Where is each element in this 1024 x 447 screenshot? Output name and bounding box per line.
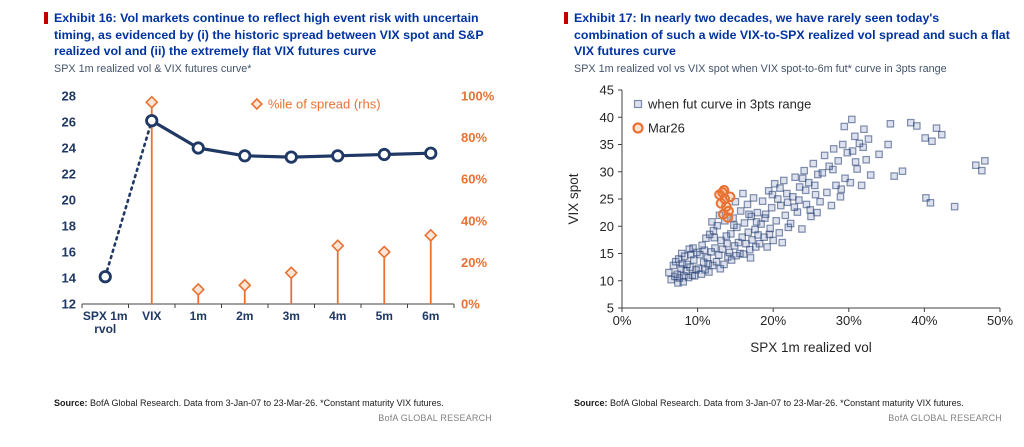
svg-text:12: 12 — [62, 296, 76, 311]
source-label: Source: — [54, 398, 88, 408]
bofa-brand-right: BofA GLOBAL RESEARCH — [888, 413, 1002, 423]
svg-text:rvol: rvol — [94, 322, 116, 336]
vix-spot-scatter-chart: 5 10 15 20 25 30 35 40 45 0% 10% 20% 30% 40% 50% when f… — [566, 82, 1013, 355]
svg-text:40%: 40% — [461, 213, 487, 228]
svg-text:VIX: VIX — [142, 309, 161, 323]
exhibit-17-title: Exhibit 17: In nearly two decades, we ha… — [574, 11, 1010, 58]
svg-text:Mar26: Mar26 — [648, 120, 685, 135]
svg-text:SPX 1m realized vol: SPX 1m realized vol — [750, 340, 872, 355]
svg-text:40%: 40% — [911, 313, 937, 328]
svg-text:14: 14 — [62, 270, 77, 285]
svg-text:45: 45 — [600, 82, 614, 97]
svg-text:when fut curve in 3pts range: when fut curve in 3pts range — [647, 96, 811, 111]
svg-text:28: 28 — [62, 88, 76, 103]
svg-text:3m: 3m — [283, 309, 300, 323]
accent-bar — [564, 12, 568, 24]
svg-text:4m: 4m — [329, 309, 346, 323]
exhibit-16-source: Source: BofA Global Research. Data from … — [54, 398, 506, 408]
exhibit-17-header: Exhibit 17: In nearly two decades, we ha… — [564, 10, 1016, 60]
vix-futures-curve-chart: 12 14 16 18 20 22 24 26 28 0% 20% 40% 60% 80% 100% SPX … — [62, 88, 495, 336]
svg-text:SPX 1m: SPX 1m — [83, 309, 128, 323]
svg-text:50%: 50% — [987, 313, 1013, 328]
svg-text:30%: 30% — [836, 313, 862, 328]
bofa-brand-left: BofA GLOBAL RESEARCH — [378, 413, 492, 423]
svg-text:26: 26 — [62, 114, 76, 129]
svg-text:20%: 20% — [461, 254, 487, 269]
svg-text:0%: 0% — [613, 313, 632, 328]
source-text: BofA Global Research. Data from 3-Jan-07… — [87, 398, 444, 408]
svg-text:20: 20 — [600, 218, 614, 233]
svg-text:%ile of spread (rhs): %ile of spread (rhs) — [268, 96, 381, 111]
svg-text:16: 16 — [62, 244, 76, 259]
exhibit-16-header: Exhibit 16: Vol markets continue to refl… — [44, 10, 506, 60]
exhibit-17-panel: Exhibit 17: In nearly two decades, we ha… — [564, 10, 1016, 447]
svg-text:5: 5 — [607, 300, 614, 315]
svg-text:6m: 6m — [422, 309, 439, 323]
svg-text:22: 22 — [62, 166, 76, 181]
source-label: Source: — [574, 398, 608, 408]
svg-text:35: 35 — [600, 137, 614, 152]
svg-text:100%: 100% — [461, 88, 495, 103]
exhibit-17-source: Source: BofA Global Research. Data from … — [574, 398, 1016, 408]
svg-text:20%: 20% — [760, 313, 786, 328]
exhibit-16-title: Exhibit 16: Vol markets continue to refl… — [54, 11, 484, 58]
exhibit-17-subtitle: SPX 1m realized vol vs VIX spot when VIX… — [574, 62, 947, 75]
svg-text:18: 18 — [62, 218, 76, 233]
svg-text:60%: 60% — [461, 171, 487, 186]
svg-text:1m: 1m — [190, 309, 207, 323]
svg-text:10: 10 — [600, 273, 614, 288]
accent-bar — [44, 12, 48, 24]
svg-text:20: 20 — [62, 192, 76, 207]
svg-text:2m: 2m — [236, 309, 253, 323]
svg-text:10%: 10% — [685, 313, 711, 328]
svg-text:5m: 5m — [376, 309, 393, 323]
svg-text:25: 25 — [600, 191, 614, 206]
svg-text:80%: 80% — [461, 130, 487, 145]
svg-text:30: 30 — [600, 164, 614, 179]
source-text: BofA Global Research. Data from 3-Jan-07… — [607, 398, 964, 408]
svg-text:40: 40 — [600, 109, 614, 124]
svg-text:24: 24 — [62, 140, 77, 155]
svg-text:VIX spot: VIX spot — [566, 173, 581, 224]
exhibit-16-panel: Exhibit 16: Vol markets continue to refl… — [44, 10, 506, 447]
exhibit-16-subtitle: SPX 1m realized vol & VIX futures curve* — [54, 62, 252, 75]
svg-text:0%: 0% — [461, 296, 480, 311]
svg-text:15: 15 — [600, 246, 614, 261]
